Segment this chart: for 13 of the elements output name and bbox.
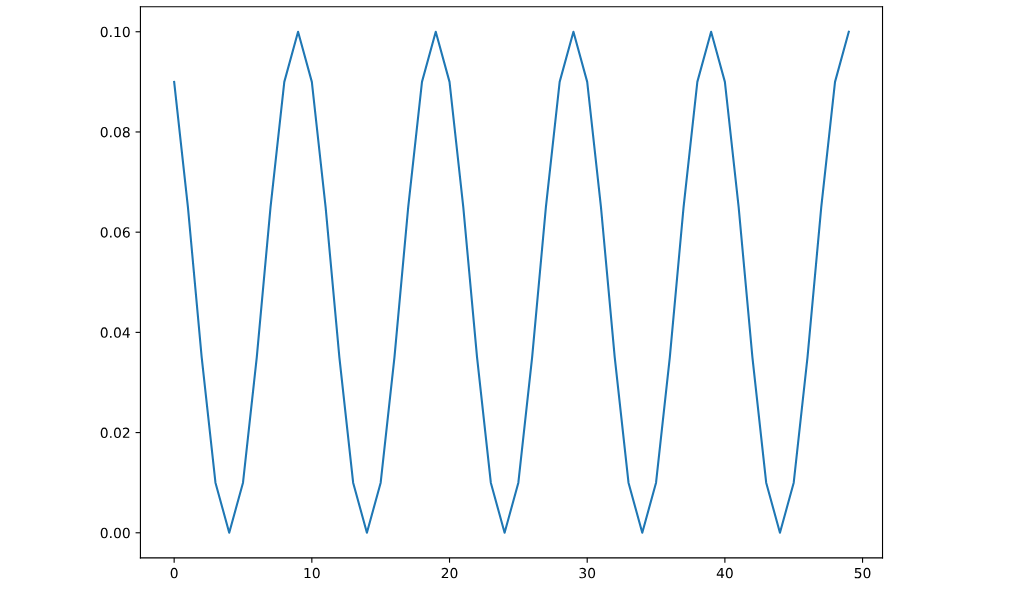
y-tick-label: 0.06 — [100, 227, 130, 238]
y-tick-label: 0.02 — [100, 427, 130, 439]
y-tick-label: 0.00 — [100, 527, 130, 539]
y-tick-label: 0.10 — [100, 26, 130, 38]
x-tick-label: 30 — [579, 567, 596, 579]
y-tick-label: 0.08 — [100, 126, 130, 138]
x-tick-label: 40 — [716, 567, 733, 579]
x-tick-label: 20 — [441, 567, 458, 579]
x-tick-label: 50 — [854, 567, 871, 579]
x-tick-label: 10 — [304, 567, 320, 579]
y-tick-label: 0.04 — [100, 327, 130, 338]
x-tick-label: 0 — [170, 567, 178, 579]
line-series — [173, 30, 850, 534]
